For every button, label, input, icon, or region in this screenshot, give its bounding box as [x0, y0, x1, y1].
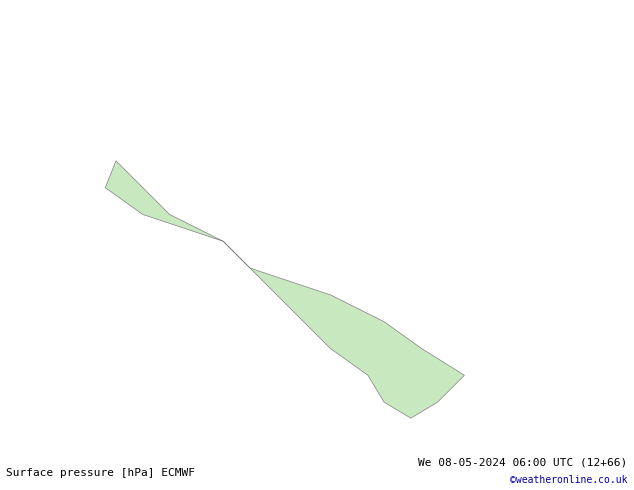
Text: We 08-05-2024 06:00 UTC (12+66): We 08-05-2024 06:00 UTC (12+66): [418, 458, 628, 468]
Text: ©weatheronline.co.uk: ©weatheronline.co.uk: [510, 475, 628, 485]
Polygon shape: [105, 161, 465, 418]
Text: Surface pressure [hPa] ECMWF: Surface pressure [hPa] ECMWF: [6, 468, 195, 478]
